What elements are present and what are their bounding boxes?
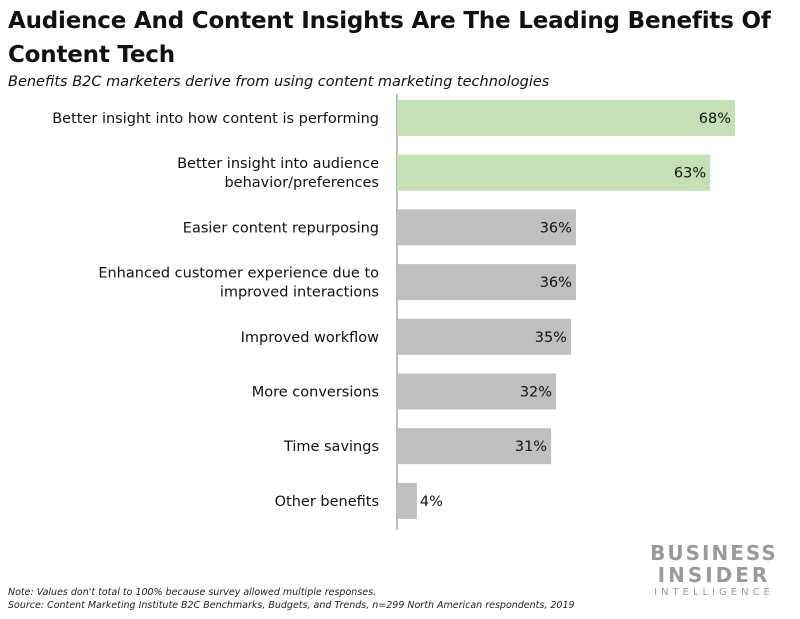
category-label: Other benefits bbox=[275, 494, 379, 510]
category-label: Time savings bbox=[283, 439, 379, 455]
bar-value-label: 63% bbox=[674, 166, 706, 182]
bar-value-label: 32% bbox=[520, 385, 552, 401]
category-label: Easier content repurposing bbox=[183, 220, 379, 236]
brand-line-3: INTELLIGENCE bbox=[654, 587, 774, 598]
chart-note: Note: Values don't total to 100% because… bbox=[8, 587, 377, 598]
bar-chart: 68% Better insight into how content is pe… bbox=[52, 94, 735, 530]
brand-line-2: INSIDER bbox=[657, 563, 771, 587]
bar-value-label: 36% bbox=[540, 275, 572, 291]
category-label: Enhanced customer experience due to bbox=[98, 266, 379, 282]
chart-source: Source: Content Marketing Institute B2C … bbox=[8, 600, 575, 611]
bar-value-label: 35% bbox=[535, 330, 567, 346]
category-label: Better insight into how content is perfo… bbox=[52, 111, 379, 127]
bar bbox=[397, 482, 417, 519]
bar bbox=[397, 154, 711, 191]
bar-value-label: 36% bbox=[540, 220, 572, 236]
chart-title: Audience And Content Insights Are The Le… bbox=[8, 8, 771, 68]
bar-value-label: 68% bbox=[699, 111, 731, 127]
category-label: More conversions bbox=[252, 385, 379, 401]
category-label: behavior/preferences bbox=[224, 175, 379, 191]
chart-subtitle: Benefits B2C marketers derive from using… bbox=[8, 74, 550, 90]
bar bbox=[397, 373, 557, 410]
bar bbox=[397, 100, 735, 136]
bar-value-label: 4% bbox=[420, 494, 443, 510]
category-label: Better insight into audience bbox=[177, 156, 379, 172]
bar bbox=[397, 428, 552, 465]
category-label: Improved workflow bbox=[241, 330, 380, 346]
category-label: improved interactions bbox=[220, 285, 379, 301]
bar bbox=[397, 209, 576, 246]
bar bbox=[397, 264, 576, 301]
bar bbox=[397, 318, 571, 355]
brand-line-1: BUSINESS bbox=[650, 541, 778, 565]
business-insider-logo: BUSINESS INSIDER INTELLIGENCE bbox=[644, 542, 784, 600]
bar-value-label: 31% bbox=[515, 439, 547, 455]
